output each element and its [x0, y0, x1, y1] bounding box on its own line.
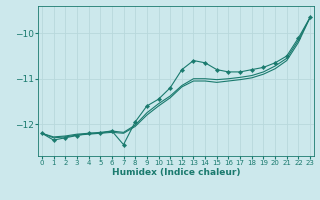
X-axis label: Humidex (Indice chaleur): Humidex (Indice chaleur): [112, 168, 240, 177]
